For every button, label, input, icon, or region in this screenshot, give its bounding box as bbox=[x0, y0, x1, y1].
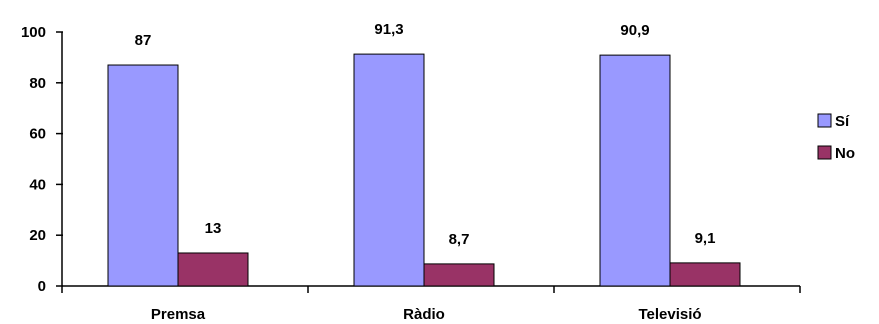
x-category-label: Premsa bbox=[151, 306, 206, 323]
bar-no bbox=[177, 252, 249, 287]
y-axis: 0 20 40 60 80 100 bbox=[21, 24, 63, 295]
y-tick-label: 60 bbox=[29, 126, 46, 143]
legend-swatch bbox=[817, 145, 832, 160]
data-labels: 87 13 91,3 8,7 90,9 9,1 bbox=[135, 21, 716, 248]
bar-si bbox=[599, 54, 671, 287]
x-category-label: Ràdio bbox=[403, 306, 445, 323]
x-axis: Premsa Ràdio Televisió bbox=[61, 285, 801, 323]
data-label: 90,9 bbox=[620, 22, 649, 39]
y-tick-label: 80 bbox=[29, 75, 46, 92]
legend-label: No bbox=[835, 145, 855, 162]
bars bbox=[107, 53, 741, 287]
bar-no bbox=[423, 263, 495, 287]
legend-label: Sí bbox=[835, 113, 850, 130]
data-label: 87 bbox=[135, 32, 152, 49]
y-tick-label: 20 bbox=[29, 227, 46, 244]
bar-si bbox=[353, 53, 425, 287]
bar-no bbox=[669, 262, 741, 287]
data-label: 8,7 bbox=[449, 231, 470, 248]
y-tick-label: 100 bbox=[21, 24, 46, 41]
y-tick-label: 0 bbox=[38, 278, 46, 295]
legend: Sí No bbox=[817, 113, 855, 162]
data-label: 9,1 bbox=[695, 230, 716, 247]
y-tick-label: 40 bbox=[29, 176, 46, 193]
data-label: 91,3 bbox=[374, 21, 403, 38]
legend-swatch bbox=[817, 113, 832, 128]
data-label: 13 bbox=[205, 220, 222, 237]
x-category-label: Televisió bbox=[638, 306, 701, 323]
bar-si bbox=[107, 64, 179, 287]
